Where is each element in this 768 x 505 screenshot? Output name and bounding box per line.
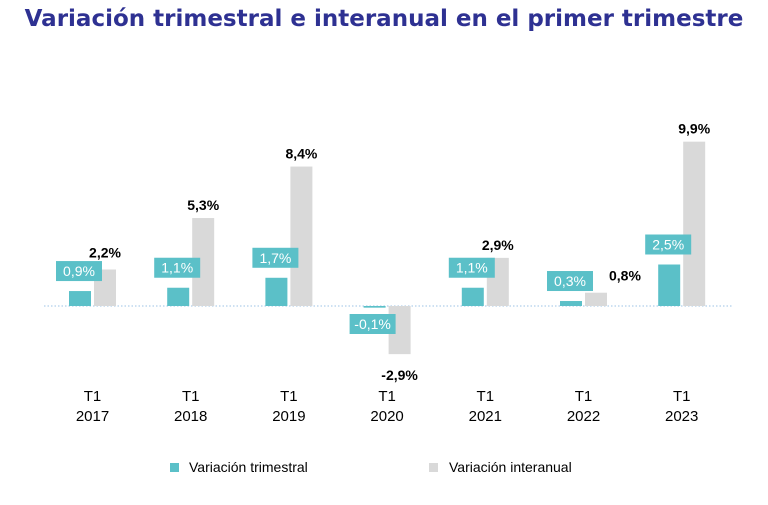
x-tick-label-t1-2019: T1 [280,388,298,405]
bar-interanual-2019 [290,166,313,306]
data-label-trimestral-2020: -0,1% [354,316,391,332]
x-tick-label-year-2021: 2021 [469,408,502,425]
data-label-interanual-2021: 2,9% [482,237,514,253]
x-tick-label-year-2022: 2022 [567,408,600,425]
x-tick-label-t1-2020: T1 [378,388,396,405]
x-tick-label-year-2019: 2019 [272,408,305,425]
data-label-trimestral-2022: 0,3% [554,273,586,289]
data-label-interanual-2020: -2,9% [381,367,418,383]
data-label-interanual-2017: 2,2% [89,244,121,260]
data-label-interanual-2022: 0,8% [609,268,641,284]
label-box-trimestral-2017 [56,261,102,282]
bar-trimestral-2023 [658,264,681,306]
x-tick-label-year-2023: 2023 [665,408,698,425]
data-label-trimestral-2023: 2,5% [652,237,684,253]
x-tick-label-t1-2017: T1 [84,388,102,405]
data-label-trimestral-2021: 1,1% [456,260,488,276]
legend-label-trimestral: Variación trimestral [189,459,308,475]
data-label-interanual-2018: 5,3% [187,197,219,213]
x-tick-label-t1-2023: T1 [673,388,691,405]
legend-label-interanual: Variación interanual [449,459,572,475]
bar-trimestral-2021 [461,287,484,306]
x-tick-label-t1-2022: T1 [575,388,593,405]
data-label-trimestral-2018: 1,1% [161,260,193,276]
bar-trimestral-2019 [265,277,288,306]
data-label-trimestral-2017: 0,9% [63,263,95,279]
label-box-trimestral-2023 [645,234,692,255]
bar-interanual-2022 [585,292,607,306]
x-tick-label-year-2020: 2020 [370,408,403,425]
data-label-interanual-2023: 9,9% [678,121,710,137]
label-box-trimestral-2022 [547,271,593,292]
bar-interanual-2018 [192,218,215,306]
bar-interanual-2023 [683,141,706,306]
label-box-trimestral-2021 [448,257,495,278]
legend-swatch-trimestral [170,463,179,472]
data-label-trimestral-2019: 1,7% [259,250,291,266]
chart-title: Variación trimestral e interanual en el … [24,6,744,32]
bar-trimestral-2020 [363,306,386,308]
x-tick-label-year-2018: 2018 [174,408,207,425]
bar-trimestral-2017 [69,291,91,306]
bar-trimestral-2022 [560,301,582,306]
x-tick-label-year-2017: 2017 [76,408,109,425]
data-label-interanual-2019: 8,4% [285,146,317,162]
legend-swatch-interanual [429,463,438,472]
label-box-trimestral-2020 [349,314,396,334]
label-box-trimestral-2018 [154,257,201,278]
x-tick-label-t1-2021: T1 [477,388,495,405]
x-tick-label-t1-2018: T1 [182,388,200,405]
bar-trimestral-2018 [167,287,190,306]
label-box-trimestral-2019 [252,247,299,268]
